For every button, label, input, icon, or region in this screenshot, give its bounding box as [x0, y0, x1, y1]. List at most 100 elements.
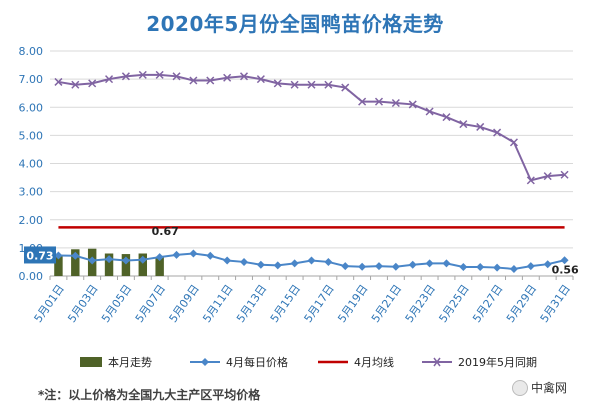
legend-avg-swatch: [318, 360, 348, 364]
daily-point: [476, 263, 485, 271]
prev-year-point: [543, 172, 552, 181]
legend-label-prev: 2019年5月同期: [458, 356, 537, 369]
x-tick-label: 5月21日: [369, 282, 404, 325]
daily-point: [172, 250, 181, 259]
daily-point: [442, 259, 451, 268]
data-label: 0.67: [152, 225, 179, 238]
daily-point: [543, 260, 552, 269]
prev-year-point: [239, 72, 249, 81]
legend-bar-swatch: [80, 357, 102, 367]
prev-year-series: [54, 70, 569, 185]
prev-year-point: [341, 83, 350, 92]
prev-year-point: [560, 170, 569, 179]
prev-year-point: [189, 76, 198, 85]
daily-point: [71, 251, 80, 260]
prev-year-point: [476, 122, 485, 131]
prev-year-point: [273, 79, 282, 88]
data-label: 0.56: [552, 263, 579, 276]
daily-point: [560, 256, 569, 265]
prev-year-point: [71, 80, 80, 89]
bar: [155, 257, 164, 276]
x-tick-label: 5月19日: [335, 282, 370, 325]
daily-point: [240, 257, 249, 266]
daily-point: [391, 262, 400, 271]
x-tick-label: 5月11日: [200, 282, 235, 325]
daily-point: [54, 251, 63, 260]
daily-point: [256, 260, 265, 269]
daily-point: [341, 262, 350, 271]
daily-point: [408, 260, 417, 269]
bar: [54, 255, 63, 276]
prev-year-point: [138, 70, 147, 79]
daily-point: [307, 256, 316, 265]
daily-point: [88, 256, 97, 265]
watermark-text: 中禽网: [531, 381, 568, 395]
daily-point: [223, 256, 232, 265]
prev-year-point: [206, 76, 215, 85]
daily-point: [155, 253, 164, 262]
prev-year-point: [493, 128, 502, 137]
data-label: 0.73: [26, 249, 53, 262]
prev-year-point: [526, 176, 535, 185]
prev-year-point: [256, 75, 265, 84]
april-daily-series: [54, 249, 569, 273]
x-tick-label: 5月27日: [470, 282, 505, 325]
daily-point: [526, 262, 535, 271]
bar: [121, 254, 131, 276]
daily-point: [493, 263, 502, 272]
prev-year-point: [391, 99, 400, 108]
daily-point: [358, 262, 367, 271]
watermark-logo-icon: [512, 379, 528, 396]
prev-year-point: [54, 77, 63, 86]
y-tick-label: 5.00: [19, 129, 44, 142]
daily-point: [206, 251, 215, 260]
prev-year-point: [155, 70, 164, 79]
data-labels: 0.73 0.67 0.56: [24, 225, 579, 276]
prev-year-point: [509, 138, 518, 147]
daily-point: [374, 262, 383, 271]
x-tick-label: 5月07日: [133, 282, 168, 325]
daily-point: [425, 259, 434, 268]
legend-item-avg[interactable]: 4月均线: [318, 354, 394, 370]
y-tick-label: 8.00: [19, 45, 44, 58]
legend-item-daily[interactable]: 4月每日价格: [190, 354, 288, 370]
y-tick-label: 7.00: [19, 73, 44, 86]
x-tick-label: 5月25日: [436, 282, 471, 325]
legend-item-bar[interactable]: 本月走势: [80, 354, 152, 370]
daily-point: [105, 255, 114, 264]
x-tick-label: 5月13日: [234, 282, 269, 325]
chart-legend: 本月走势 4月每日价格 4月均线 2019年5月同期: [0, 354, 590, 372]
daily-point: [509, 264, 518, 273]
prev-year-line: [58, 73, 565, 182]
prev-year-point: [88, 79, 97, 88]
daily-point: [138, 255, 147, 264]
y-tick-label: 3.00: [19, 186, 44, 199]
x-tick-label: 5月17日: [302, 282, 337, 325]
legend-label-daily: 4月每日价格: [226, 356, 288, 369]
chart-title: 2020年5月份全国鸭苗价格走势: [146, 12, 444, 36]
prev-year-point: [121, 72, 130, 81]
bar: [71, 249, 80, 276]
axes: 0.001.002.003.004.005.006.007.008.005月01…: [19, 45, 574, 325]
prev-year-point: [105, 75, 114, 84]
data-label-box: [24, 246, 56, 264]
daily-point: [459, 263, 468, 271]
legend-daily-swatch: [190, 358, 220, 366]
y-tick-label: 2.00: [19, 214, 44, 227]
prev-year-point: [223, 73, 232, 82]
legend-label-avg: 4月均线: [354, 356, 394, 369]
footnote: *注：以上价格为全国九大主产区平均价格: [38, 388, 261, 402]
prev-year-point: [459, 120, 468, 129]
x-tick-label: 5月29日: [504, 282, 539, 325]
legend-item-prev[interactable]: 2019年5月同期: [422, 354, 537, 370]
legend-label-bar: 本月走势: [108, 356, 152, 369]
daily-point: [324, 257, 333, 266]
prev-year-point: [290, 80, 299, 89]
x-tick-label: 5月09日: [167, 282, 202, 325]
bar: [104, 253, 114, 276]
daily-point: [189, 249, 198, 258]
watermark: 中禽网: [512, 379, 567, 396]
daily-point: [121, 256, 130, 265]
y-tick-label: 6.00: [19, 101, 44, 114]
